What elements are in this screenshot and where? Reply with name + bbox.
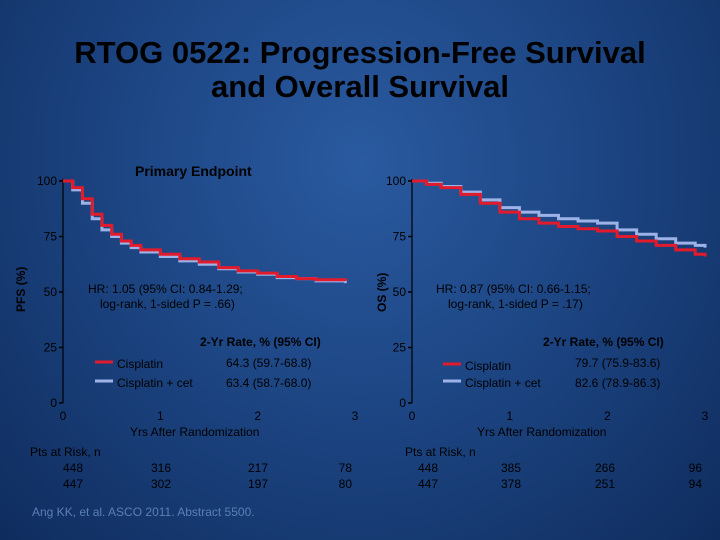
pfs-legend-cisplatin-cet: Cisplatin + cet — [117, 376, 193, 390]
os-at-risk-value: 447 — [418, 477, 438, 491]
pfs-hr-line-2: log-rank, 1-sided P = .66) — [100, 297, 235, 311]
os-hr-line-1: HR: 0.87 (95% CI: 0.66-1.15; — [436, 282, 591, 296]
os-x-tick-label: 0 — [409, 409, 416, 423]
os-table-header: 2-Yr Rate, % (95% CI) — [543, 335, 664, 349]
os-x-axis-label: Yrs After Randomization — [477, 425, 607, 439]
os-y-tick-label: 50 — [393, 285, 407, 299]
pfs-x-tick-label: 2 — [254, 409, 261, 423]
pfs-at-risk-value: 447 — [63, 477, 83, 491]
pfs-at-risk-value: 217 — [248, 461, 268, 475]
pfs-x-axis-label: Yrs After Randomization — [130, 425, 260, 439]
os-cisplatin-curve — [412, 179, 707, 257]
os-x-tick-label: 2 — [604, 409, 611, 423]
os-cisplatin-cet-curve — [412, 179, 707, 248]
pfs-rate-cisplatin: 64.3 (59.7-68.8) — [226, 356, 312, 370]
slide-title: RTOG 0522: Progression-Free Survival and… — [0, 36, 720, 104]
os-rate-cisplatin: 79.7 (75.9-83.6) — [575, 356, 661, 370]
pfs-at-risk-value: 78 — [339, 461, 353, 475]
os-legend-cisplatin-cet: Cisplatin + cet — [465, 376, 541, 390]
os-at-risk-value: 378 — [501, 477, 521, 491]
pfs-at-risk-value: 448 — [63, 461, 83, 475]
os-at-risk-value: 448 — [418, 461, 438, 475]
pfs-at-risk-value: 80 — [339, 477, 353, 491]
os-at-risk-value: 385 — [501, 461, 521, 475]
pfs-y-tick-label: 0 — [50, 396, 57, 410]
os-x-tick-label: 1 — [506, 409, 513, 423]
title-line-1: RTOG 0522: Progression-Free Survival — [74, 35, 646, 70]
pfs-hr-line-1: HR: 1.05 (95% CI: 0.84-1.29; — [88, 282, 243, 296]
os-at-risk-label: Pts at Risk, n — [405, 445, 476, 459]
pfs-at-risk-label: Pts at Risk, n — [30, 445, 101, 459]
pfs-x-tick-label: 1 — [157, 409, 164, 423]
os-y-tick-label: 0 — [399, 396, 406, 410]
os-at-risk-value: 251 — [595, 477, 615, 491]
footnote-citation: Ang KK, et al. ASCO 2011. Abstract 5500. — [32, 505, 255, 519]
os-y-tick-label: 25 — [393, 341, 407, 355]
os-y-tick-label: 100 — [386, 174, 406, 188]
pfs-y-tick-label: 75 — [44, 230, 58, 244]
pfs-legend-cisplatin: Cisplatin — [117, 357, 164, 371]
os-legend-cisplatin: Cisplatin — [465, 359, 512, 373]
os-x-tick-label: 3 — [702, 409, 709, 423]
pfs-x-tick-label: 0 — [60, 409, 67, 423]
primary-endpoint-label: Primary Endpoint — [135, 163, 252, 179]
pfs-y-tick-label: 25 — [44, 341, 58, 355]
pfs-table-header: 2-Yr Rate, % (95% CI) — [200, 335, 321, 349]
pfs-y-tick-label: 50 — [44, 285, 58, 299]
os-at-risk-value: 94 — [689, 477, 703, 491]
pfs-cisplatin-curve — [63, 179, 347, 282]
os-at-risk-value: 266 — [595, 461, 615, 475]
os-rate-cisplatin-cet: 82.6 (78.9-86.3) — [575, 376, 661, 390]
pfs-at-risk-value: 302 — [151, 477, 171, 491]
title-line-2: and Overall Survival — [210, 69, 510, 104]
os-y-tick-label: 75 — [393, 230, 407, 244]
pfs-y-tick-label: 100 — [37, 174, 57, 188]
pfs-x-tick-label: 3 — [352, 409, 359, 423]
os-at-risk-value: 96 — [689, 461, 703, 475]
pfs-cisplatin-cet-curve — [63, 179, 347, 284]
pfs-at-risk-value: 197 — [248, 477, 268, 491]
pfs-rate-cisplatin-cet: 63.4 (58.7-68.0) — [226, 376, 312, 390]
os-hr-line-2: log-rank, 1-sided P = .17) — [448, 297, 583, 311]
pfs-at-risk-value: 316 — [151, 461, 171, 475]
